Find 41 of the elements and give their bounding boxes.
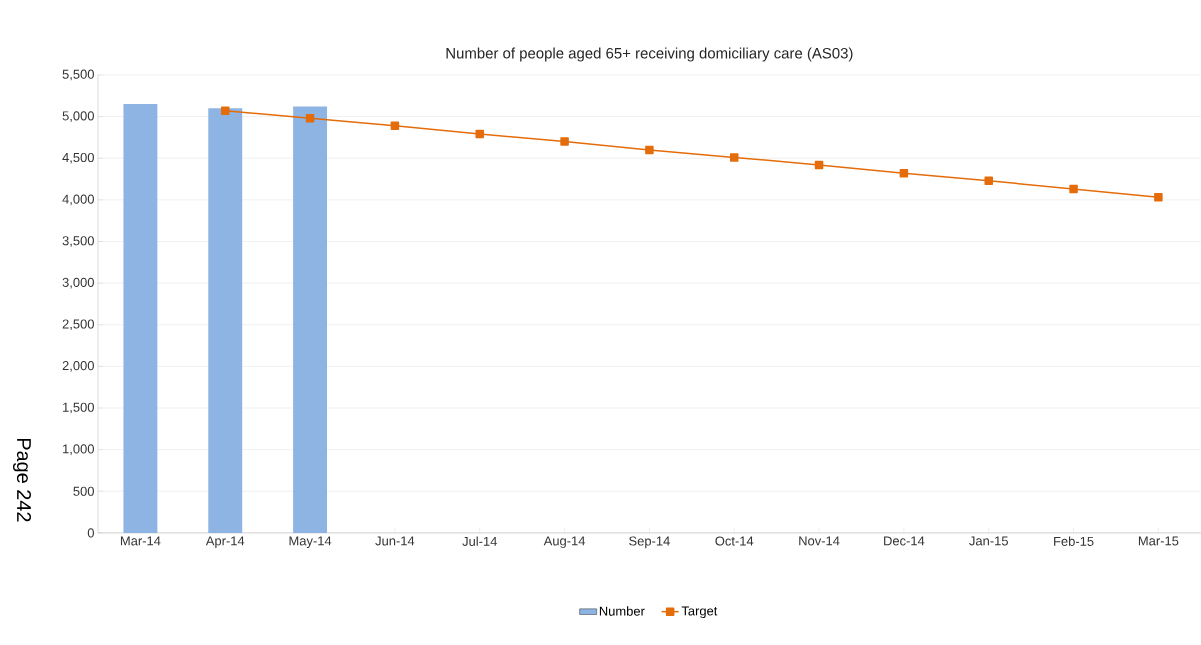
- x-tick-label: Dec-14: [884, 536, 925, 546]
- y-tick-label: 1,000: [63, 444, 94, 456]
- y-tick-label: 500: [73, 486, 94, 496]
- point: [899, 169, 909, 178]
- x-tick-label: Feb-15: [1054, 536, 1094, 546]
- x-tick-label: Aug-14: [543, 536, 586, 549]
- x-tick-label: Apr-14: [205, 536, 245, 549]
- point: [729, 153, 739, 162]
- x-tick-label: Mar-15: [1138, 536, 1179, 546]
- point: [1154, 193, 1163, 202]
- point: [220, 106, 230, 116]
- x-tick-label: Jan-15: [969, 536, 1008, 546]
- y-tick-label: 3,500: [62, 236, 94, 247]
- x-tick-label: Sep-14: [629, 536, 670, 549]
- x-tick-label: May-14: [289, 536, 332, 549]
- y-tick-label: 0: [87, 528, 94, 538]
- point: [560, 137, 569, 146]
- chart-title: Number of people aged 65+ receiving domiciliary care (AS03): [446, 47, 853, 62]
- y-tick-label: 5,000: [62, 111, 94, 123]
- y-tick-label: 5,500: [62, 69, 94, 81]
- legend-label: Number: [599, 606, 645, 616]
- y-tick-label: 1,500: [63, 402, 94, 414]
- point: [984, 176, 993, 186]
- y-tick-label: 2,500: [62, 319, 94, 331]
- x-tick-label: Oct-14: [715, 536, 754, 546]
- text: Page 242: [12, 438, 32, 522]
- y-tick-label: 3,000: [62, 277, 94, 289]
- x-tick-label: Mar-14: [120, 536, 161, 546]
- x-tick-label: Nov-14: [799, 536, 840, 546]
- legend-label: Target: [681, 606, 718, 619]
- point: [305, 114, 315, 123]
- y-tick-label: 4,500: [62, 152, 94, 164]
- point: [1069, 184, 1078, 194]
- point: [814, 160, 824, 170]
- y-tick-label: 2,000: [62, 361, 94, 372]
- x-tick-label: Jul-14: [462, 536, 497, 546]
- point: [390, 121, 400, 131]
- x-tick-label: Jun-14: [375, 536, 415, 546]
- y-tick-label: 4,000: [62, 194, 94, 206]
- point: [475, 129, 484, 139]
- point: [645, 145, 654, 155]
